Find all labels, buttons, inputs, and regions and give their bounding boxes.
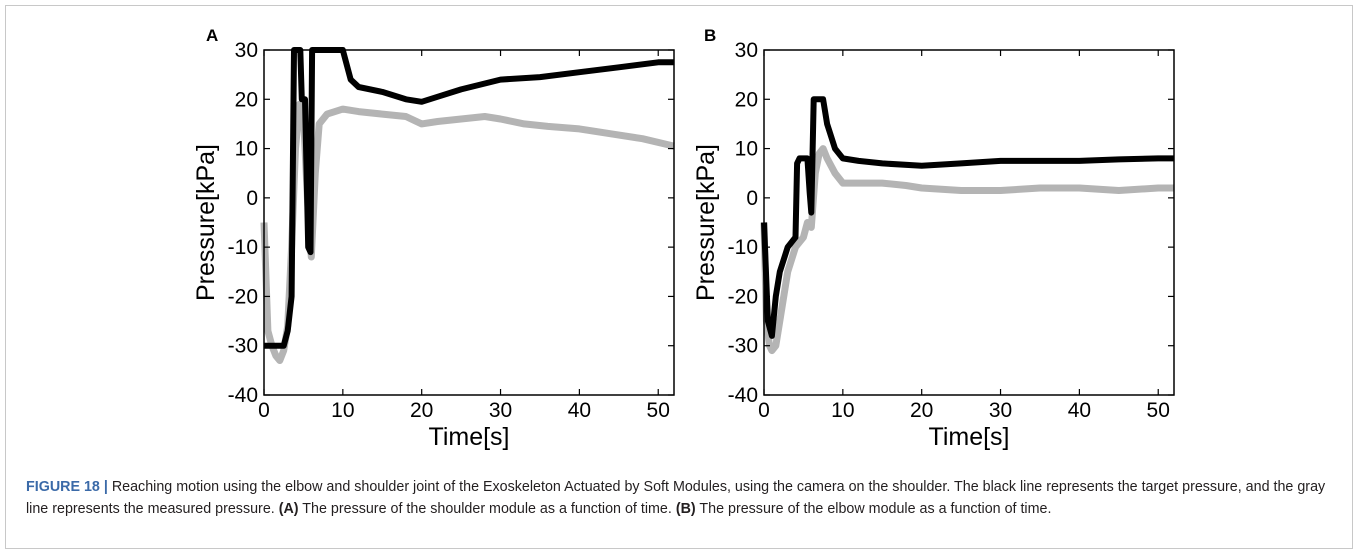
y-tick-label: 30 [735,39,758,62]
x-tick-label: 40 [568,399,591,422]
x-tick-label: 50 [1147,399,1170,422]
x-tick-label: 0 [758,399,770,422]
y-axis-label: Pressure[kPa] [692,144,720,301]
y-tick-label: -10 [728,236,758,259]
plot-frame [763,49,1175,396]
caption-text-3: The pressure of the elbow module as a fu… [695,501,1052,517]
chart-a-svg: -40 -30 -20 -10 0 10 20 30 0 10 20 30 40 50 Time[s] Pre… [192,39,675,451]
y-tick-label: -30 [228,335,258,358]
y-tick-label: -20 [728,285,758,308]
figure-frame: A -40 -30 -20 -10 0 10 20 30 0 10 20 30 40 50 Time[s] P… [5,5,1353,549]
series-line-0 [760,145,1174,355]
y-tick-label: 10 [735,138,758,161]
y-tick-label: -30 [728,335,758,358]
y-tick-label: 20 [735,88,758,111]
y-tick-label: -20 [228,285,258,308]
series-line-0 [260,100,675,364]
y-axis-label: Pressure[kPa] [192,144,220,301]
caption-ref-a: (A) [278,501,299,517]
caption-text-1: Reaching motion using the elbow and shou… [26,479,1326,517]
x-axis-label: Time[s] [428,423,509,451]
x-tick-label: 20 [910,399,933,422]
y-tick-label: -10 [228,236,258,259]
figure-label: FIGURE 18 | [26,479,108,495]
x-tick-label: 20 [410,399,433,422]
series-line-1 [761,96,1174,339]
y-tick-label: -40 [728,384,758,407]
x-tick-label: 30 [489,399,512,422]
y-tick-label: 0 [746,187,758,210]
x-axis-label: Time[s] [928,423,1009,451]
series-line-1 [264,47,674,349]
caption-ref-b: (B) [675,501,696,517]
figure-caption: FIGURE 18 | Reaching motion using the el… [26,476,1344,520]
panel-label-b: B [704,26,717,45]
chart-panel-b: B -40 -30 -20 -10 0 10 20 30 0 10 20 30 40 50 Time[s] P… [656,14,1216,451]
caption-text-2: The pressure of the shoulder module as a… [298,501,676,517]
x-tick-label: 10 [331,399,354,422]
chart-panel-a: A -40 -30 -20 -10 0 10 20 30 0 10 20 30 40 50 Time[s] P… [166,14,726,451]
x-tick-label: 10 [831,399,854,422]
y-tick-label: 30 [235,39,258,62]
x-tick-label: 50 [647,399,670,422]
x-tick-label: 40 [1068,399,1091,422]
y-tick-label: 10 [235,138,258,161]
x-tick-label: 30 [989,399,1012,422]
panel-label-a: A [206,26,219,45]
chart-b-svg: -40 -30 -20 -10 0 10 20 30 0 10 20 30 40 50 Time[s] Pre… [692,39,1175,451]
y-tick-label: -40 [228,384,258,407]
x-tick-label: 0 [258,399,270,422]
y-tick-label: 0 [246,187,258,210]
y-tick-label: 20 [235,88,258,111]
plot-frame [263,49,675,396]
